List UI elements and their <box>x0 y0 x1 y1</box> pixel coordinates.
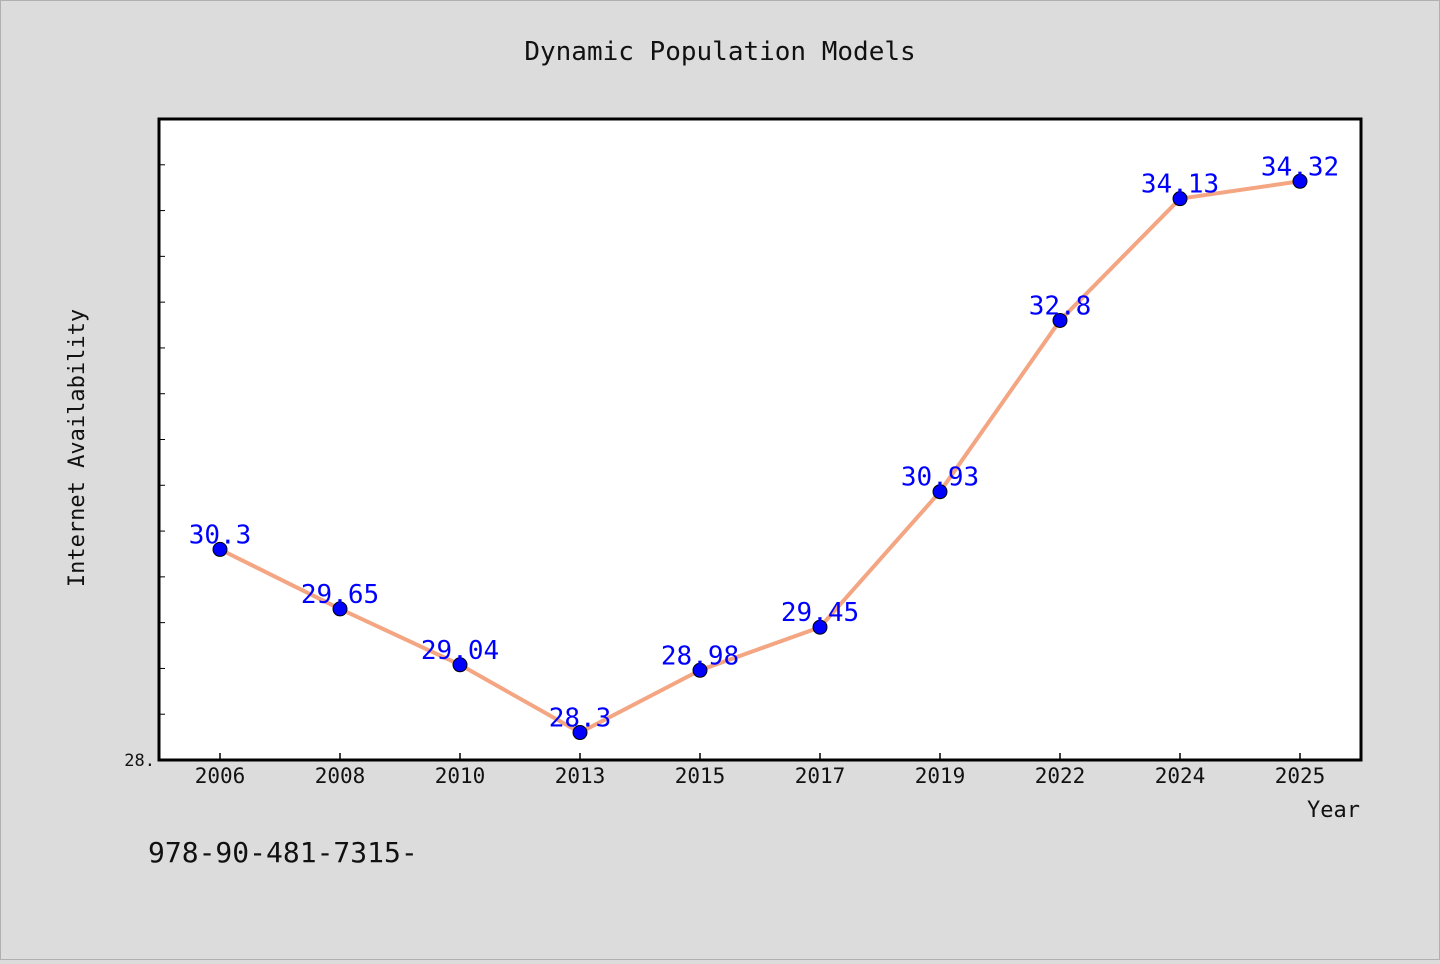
x-tick-label: 2006 <box>195 764 246 788</box>
annotation-text: 978-90-481-7315- <box>148 836 418 869</box>
x-tick-label: 2024 <box>1155 764 1206 788</box>
x-tick-label: 2017 <box>795 764 846 788</box>
x-tick-label: 2008 <box>315 764 366 788</box>
data-label: 34.32 <box>1261 152 1339 182</box>
series-line <box>218 179 1302 735</box>
x-tick-label: 2013 <box>555 764 606 788</box>
x-tick-label: 2025 <box>1275 764 1326 788</box>
data-point <box>452 657 468 673</box>
x-axis-label: Year <box>1307 798 1360 823</box>
data-point <box>212 541 228 557</box>
data-point <box>812 619 828 635</box>
data-label: 32.8 <box>1029 291 1092 321</box>
x-tick-label: 2015 <box>675 764 726 788</box>
data-point <box>1292 173 1308 189</box>
y-axis-tick-label: 28. <box>124 751 155 771</box>
chart-title: Dynamic Population Models <box>524 37 915 67</box>
x-tick-label: 2019 <box>915 764 966 788</box>
x-tick-label: 2022 <box>1035 764 1086 788</box>
data-markers <box>212 173 1308 741</box>
data-point <box>572 725 588 741</box>
y-axis-ticks <box>159 164 165 715</box>
x-axis-ticks <box>219 753 1301 760</box>
data-point <box>1172 191 1188 207</box>
data-label: 28.3 <box>549 704 612 734</box>
data-point <box>932 484 948 500</box>
data-label: 34.13 <box>1141 170 1219 200</box>
data-point <box>692 662 708 678</box>
data-point <box>332 601 348 617</box>
y-axis-label: Internet Availability <box>65 309 90 587</box>
data-label: 30.3 <box>189 520 252 550</box>
x-axis-tick-labels: 2006 2008 2010 2013 2015 2017 2019 2022 2024 2025 <box>195 764 1326 788</box>
x-tick-label: 2010 <box>435 764 486 788</box>
data-label: 29.65 <box>301 580 379 610</box>
data-label: 29.04 <box>421 636 499 666</box>
data-label: 30.93 <box>901 463 979 493</box>
data-labels: 30.3 29.65 29.04 28.3 28.98 29.45 30.93 32.8 34.… <box>189 152 1339 733</box>
data-label: 28.98 <box>661 641 739 671</box>
data-point <box>1052 312 1068 328</box>
plot-area <box>157 117 1363 762</box>
data-label: 29.45 <box>781 598 859 628</box>
